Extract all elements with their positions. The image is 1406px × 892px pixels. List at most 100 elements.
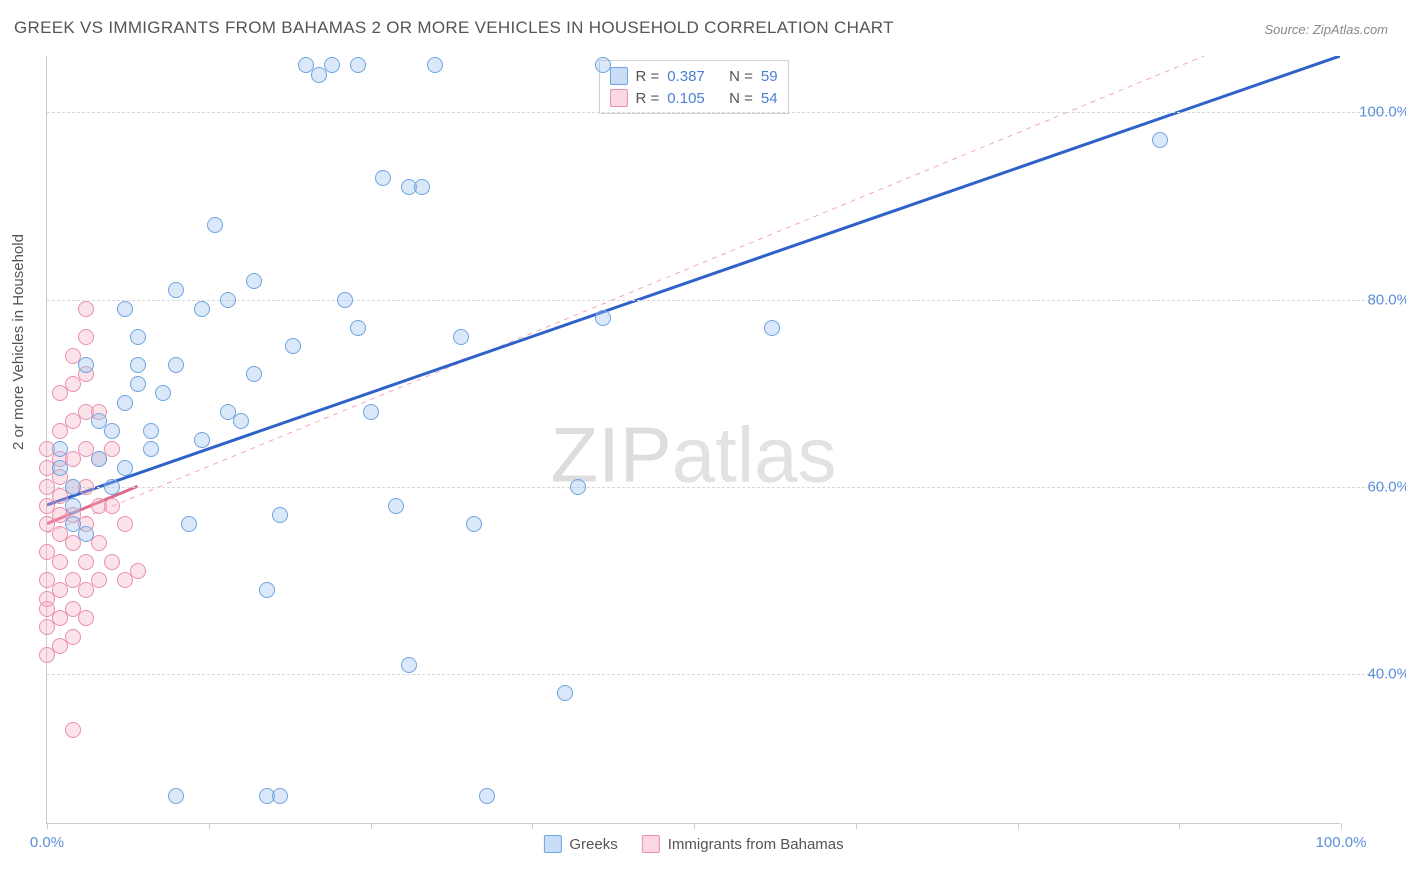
y-tick-label: 100.0% bbox=[1359, 104, 1406, 121]
greek-point bbox=[130, 357, 146, 373]
greek-point bbox=[65, 516, 81, 532]
trend-dashed-extension bbox=[47, 56, 1340, 533]
greek-point bbox=[570, 479, 586, 495]
grid-line bbox=[47, 112, 1390, 113]
bahamas-point bbox=[52, 554, 68, 570]
greek-point bbox=[479, 788, 495, 804]
bahamas-point bbox=[91, 572, 107, 588]
stat-r-value: 0.105 bbox=[667, 90, 705, 107]
legend-item: Immigrants from Bahamas bbox=[642, 835, 844, 853]
greek-point bbox=[143, 441, 159, 457]
greek-point bbox=[220, 292, 236, 308]
y-tick-label: 40.0% bbox=[1367, 666, 1406, 683]
greek-point bbox=[181, 516, 197, 532]
x-tick-label: 100.0% bbox=[1316, 834, 1367, 851]
greek-point bbox=[52, 460, 68, 476]
greek-point bbox=[78, 357, 94, 373]
legend-swatch bbox=[543, 835, 561, 853]
bahamas-point bbox=[104, 554, 120, 570]
bahamas-point bbox=[78, 554, 94, 570]
greek-point bbox=[401, 657, 417, 673]
greek-point bbox=[78, 526, 94, 542]
grid-line bbox=[47, 487, 1390, 488]
bahamas-point bbox=[78, 329, 94, 345]
x-tick bbox=[1341, 823, 1342, 829]
greek-point bbox=[272, 788, 288, 804]
chart-title: GREEK VS IMMIGRANTS FROM BAHAMAS 2 OR MO… bbox=[14, 18, 894, 38]
greek-point bbox=[117, 395, 133, 411]
greek-point bbox=[246, 366, 262, 382]
legend-swatch bbox=[609, 67, 627, 85]
greek-trend-line bbox=[47, 56, 1340, 505]
stat-r-label: R = bbox=[635, 90, 659, 107]
greek-point bbox=[764, 320, 780, 336]
bahamas-point bbox=[65, 629, 81, 645]
greek-point bbox=[363, 404, 379, 420]
greek-point bbox=[285, 338, 301, 354]
source-attribution: Source: ZipAtlas.com bbox=[1264, 22, 1388, 37]
greek-point bbox=[130, 329, 146, 345]
greek-point bbox=[104, 479, 120, 495]
stats-row: R = 0.105 N = 54 bbox=[609, 87, 777, 109]
legend-label: Greeks bbox=[569, 836, 617, 853]
greek-point bbox=[427, 57, 443, 73]
greek-point bbox=[91, 451, 107, 467]
bottom-legend: Greeks Immigrants from Bahamas bbox=[543, 835, 843, 853]
greek-point bbox=[117, 460, 133, 476]
y-tick-label: 80.0% bbox=[1367, 291, 1406, 308]
stats-row: R =0.387 N =59 bbox=[609, 65, 777, 87]
plot-area: ZIPatlas R =0.387 N =59R =0.105 N =54 Gr… bbox=[46, 56, 1340, 824]
stat-n-value: 54 bbox=[761, 90, 778, 107]
stat-r-label: R = bbox=[635, 68, 659, 85]
greek-point bbox=[388, 498, 404, 514]
stat-n-label: N = bbox=[729, 90, 753, 107]
bahamas-point bbox=[91, 535, 107, 551]
x-tick-label: 0.0% bbox=[30, 834, 64, 851]
bahamas-point bbox=[130, 563, 146, 579]
stats-legend-box: R =0.387 N =59R =0.105 N =54 bbox=[598, 60, 788, 114]
x-tick bbox=[371, 823, 372, 829]
greek-point bbox=[595, 310, 611, 326]
greek-point bbox=[246, 273, 262, 289]
greek-point bbox=[194, 432, 210, 448]
greek-point bbox=[324, 57, 340, 73]
greek-point bbox=[168, 282, 184, 298]
greek-point bbox=[65, 498, 81, 514]
bahamas-point bbox=[104, 498, 120, 514]
greek-point bbox=[595, 57, 611, 73]
greek-point bbox=[130, 376, 146, 392]
greek-point bbox=[52, 441, 68, 457]
greek-point bbox=[143, 423, 159, 439]
bahamas-point bbox=[78, 610, 94, 626]
greek-point bbox=[453, 329, 469, 345]
x-tick bbox=[694, 823, 695, 829]
greek-point bbox=[350, 57, 366, 73]
greek-point bbox=[337, 292, 353, 308]
legend-swatch bbox=[642, 835, 660, 853]
x-tick bbox=[47, 823, 48, 829]
bahamas-point bbox=[78, 301, 94, 317]
greek-point bbox=[375, 170, 391, 186]
greek-point bbox=[259, 582, 275, 598]
greek-point bbox=[65, 479, 81, 495]
greek-point bbox=[414, 179, 430, 195]
greek-point bbox=[233, 413, 249, 429]
greek-point bbox=[104, 423, 120, 439]
greek-point bbox=[168, 357, 184, 373]
trend-lines-svg bbox=[47, 56, 1340, 823]
greek-point bbox=[117, 301, 133, 317]
stat-n-label: N = bbox=[729, 68, 753, 85]
greek-point bbox=[1152, 132, 1168, 148]
greek-point bbox=[272, 507, 288, 523]
greek-point bbox=[207, 217, 223, 233]
legend-label: Immigrants from Bahamas bbox=[668, 836, 844, 853]
legend-item: Greeks bbox=[543, 835, 617, 853]
bahamas-point bbox=[52, 385, 68, 401]
x-tick bbox=[1179, 823, 1180, 829]
bahamas-point bbox=[39, 647, 55, 663]
greek-point bbox=[350, 320, 366, 336]
bahamas-point bbox=[65, 722, 81, 738]
greek-point bbox=[557, 685, 573, 701]
greek-point bbox=[194, 301, 210, 317]
bahamas-point bbox=[117, 516, 133, 532]
